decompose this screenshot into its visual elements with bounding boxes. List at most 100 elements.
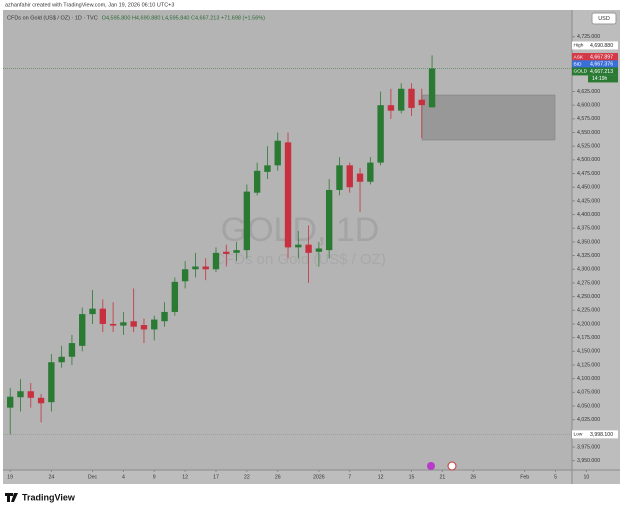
y-tick-label: 3,975.000 xyxy=(577,444,600,450)
y-tick-label: 4,225.000 xyxy=(577,308,600,314)
price-scale xyxy=(572,10,620,470)
y-tick-label: 4,600.000 xyxy=(577,103,600,109)
candle-body xyxy=(99,308,106,324)
price-tag-box xyxy=(588,41,618,50)
x-tick-label: 2026 xyxy=(313,474,325,480)
price-tag-box xyxy=(588,67,618,76)
candle-body xyxy=(89,308,96,315)
candle-body xyxy=(274,140,281,166)
price-tag-name: GOLD xyxy=(574,69,588,75)
currency-label[interactable]: USD xyxy=(598,16,610,22)
candle-body xyxy=(295,244,302,248)
price-tag-name-box xyxy=(572,60,588,69)
event-icon[interactable] xyxy=(427,462,435,470)
x-tick-label: 7 xyxy=(348,474,351,480)
y-tick-label: 4,625.000 xyxy=(577,89,600,95)
candle-body xyxy=(202,266,209,270)
price-tag-name: BID xyxy=(574,62,583,68)
x-tick-label: 19 xyxy=(7,474,13,480)
candle-body xyxy=(17,391,24,398)
candle-body xyxy=(37,397,45,404)
x-tick-label: 5 xyxy=(554,474,557,480)
candle-body xyxy=(346,165,353,188)
x-tick-label: 26 xyxy=(275,474,281,480)
y-tick-label: 4,250.000 xyxy=(577,294,600,300)
attribution: azhanfahir created with TradingView.com,… xyxy=(5,2,174,8)
candle-body xyxy=(79,314,86,346)
y-tick-label: 4,350.000 xyxy=(577,239,600,245)
x-tick-label: 12 xyxy=(378,474,384,480)
candle-body xyxy=(192,266,199,270)
y-tick-label: 4,325.000 xyxy=(577,253,600,259)
x-tick-label: 15 xyxy=(409,474,415,480)
price-tag-name-box xyxy=(572,430,588,439)
candle-body xyxy=(109,323,117,326)
x-tick-label: 12 xyxy=(182,474,188,480)
candle-body xyxy=(315,248,323,252)
candle-body xyxy=(428,68,436,108)
y-tick-label: 4,175.000 xyxy=(577,335,600,341)
rectangle-drawing[interactable] xyxy=(421,94,556,141)
price-tag-value: 4,667.897 xyxy=(590,54,613,60)
y-tick-label: 4,150.000 xyxy=(577,349,600,355)
countdown-box xyxy=(588,75,618,83)
y-tick-label: 4,550.000 xyxy=(577,130,600,136)
price-tag-name: Low xyxy=(574,432,583,438)
candle-body xyxy=(171,281,179,312)
price-tag-value: 4,690.880 xyxy=(590,43,613,49)
candle-body xyxy=(120,322,127,326)
ohlc-values: O4,595.800 H4,690.880 L4,595.840 C4,667.… xyxy=(102,15,265,21)
currency-button[interactable] xyxy=(591,12,617,25)
candle-body xyxy=(336,165,343,190)
brand-name: TradingView xyxy=(22,492,76,502)
y-tick-label: 4,200.000 xyxy=(577,321,600,327)
x-tick-label: 10 xyxy=(584,474,590,480)
candle-body xyxy=(233,250,240,253)
x-tick-label: 22 xyxy=(244,474,250,480)
x-tick-label: 4 xyxy=(122,474,125,480)
y-tick-label: 4,425.000 xyxy=(577,198,600,204)
x-tick-label: Dec xyxy=(88,474,98,480)
y-tick-label: 4,050.000 xyxy=(577,403,600,409)
price-tag-box xyxy=(588,430,618,439)
countdown: 14:19h xyxy=(592,76,608,82)
candle-body xyxy=(408,88,415,108)
x-tick-label: 9 xyxy=(153,474,156,480)
candle-body xyxy=(387,105,395,111)
candle-body xyxy=(140,325,148,330)
plot xyxy=(3,55,572,435)
candle-body xyxy=(418,99,425,106)
y-tick-label: 4,400.000 xyxy=(577,212,600,218)
price-tag-name-box xyxy=(572,53,588,62)
price-tag-box xyxy=(588,53,618,62)
y-tick-label: 4,525.000 xyxy=(577,144,600,150)
y-tick-label: 4,475.000 xyxy=(577,171,600,177)
y-tick-label: 4,275.000 xyxy=(577,280,600,286)
candle-body xyxy=(7,396,14,408)
x-tick-label: 26 xyxy=(470,474,476,480)
candle-body xyxy=(305,244,312,253)
y-tick-label: 3,950.000 xyxy=(577,458,600,464)
price-tag-value: 3,998.100 xyxy=(590,432,613,438)
price-tag-box xyxy=(588,60,618,69)
y-tick-label: 4,125.000 xyxy=(577,362,600,368)
price-tag-name-box xyxy=(572,41,588,50)
y-tick-label: 4,725.000 xyxy=(577,34,600,40)
candle-body xyxy=(253,170,261,193)
y-tick-label: 4,075.000 xyxy=(577,390,600,396)
price-tag-value: 4,667.213 xyxy=(590,69,613,75)
event-icon[interactable] xyxy=(447,461,457,471)
candle-body xyxy=(264,165,271,172)
price-tag-name: ASK xyxy=(574,54,584,60)
candle-body xyxy=(325,189,333,251)
candle-body xyxy=(377,105,384,163)
x-tick-label: 17 xyxy=(213,474,219,480)
x-tick-label: 24 xyxy=(48,474,54,480)
candle-body xyxy=(243,191,251,251)
candle-body xyxy=(151,319,158,330)
y-tick-label: 4,375.000 xyxy=(577,226,600,232)
candle-body xyxy=(367,162,374,182)
candle-body xyxy=(68,343,76,357)
symbol-line: CFDs on Gold (US$ / OZ) · 1D · TVC xyxy=(7,15,98,21)
